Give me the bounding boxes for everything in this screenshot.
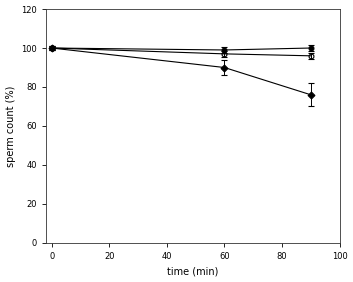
Y-axis label: sperm count (%): sperm count (%) (6, 85, 16, 167)
X-axis label: time (min): time (min) (167, 266, 219, 276)
